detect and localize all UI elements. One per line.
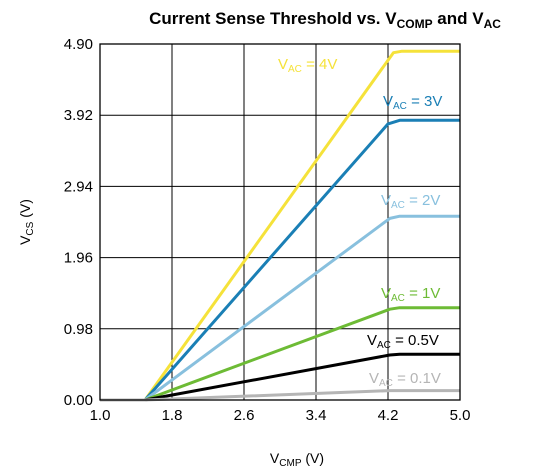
x-tick-label: 4.2 xyxy=(378,407,399,424)
y-tick-label: 2.94 xyxy=(64,178,93,195)
series-label: VAC = 0.1V xyxy=(369,370,441,389)
x-tick-label: 2.6 xyxy=(234,407,255,424)
x-tick-label: 1.8 xyxy=(162,407,183,424)
y-tick-labels: 0.00 0.98 1.96 2.94 3.92 4.90 xyxy=(64,36,93,409)
series-line xyxy=(100,118,460,402)
x-tick-labels: 1.0 1.8 2.6 3.4 4.2 5.0 xyxy=(90,407,471,424)
x-tick-label: 1.0 xyxy=(90,407,111,424)
series-labels: VAC = 4V VAC = 3V VAC = 2V VAC = 1V VAC = 0.… xyxy=(278,56,442,389)
plot-area-border xyxy=(99,43,461,401)
x-tick-label: 5.0 xyxy=(450,407,471,424)
y-tick-label: 0.00 xyxy=(64,392,93,409)
y-tick-label: 3.92 xyxy=(64,107,93,124)
series-label: VAC = 3V xyxy=(383,93,442,112)
y-axis-label: VCS (V) xyxy=(17,199,36,245)
x-axis-label: VCMP (V) xyxy=(270,450,324,469)
series-label: VAC = 0.5V xyxy=(367,332,439,351)
series-label: VAC = 4V xyxy=(278,56,337,75)
y-tick-label: 1.96 xyxy=(64,250,93,267)
x-tick-label: 3.4 xyxy=(306,407,327,424)
y-tick-label: 0.98 xyxy=(64,321,93,338)
chart-title: Current Sense Threshold vs. VCOMP and VA… xyxy=(149,9,501,31)
series-label: VAC = 2V xyxy=(381,192,440,211)
series-label: VAC = 1V xyxy=(381,285,440,304)
y-tick-label: 4.90 xyxy=(64,36,93,53)
